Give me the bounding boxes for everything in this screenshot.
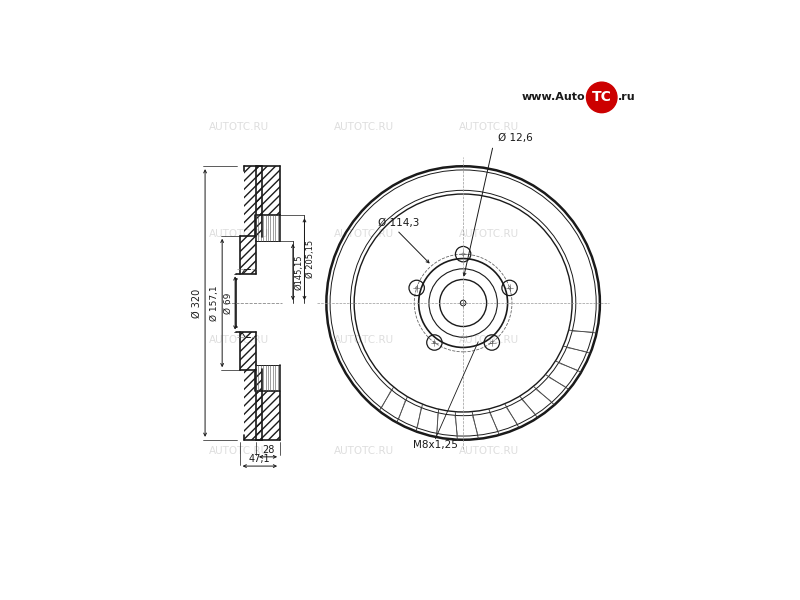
Text: www.Auto: www.Auto (522, 92, 586, 103)
Text: AUTOTC.RU: AUTOTC.RU (209, 229, 269, 239)
Text: AUTOTC.RU: AUTOTC.RU (458, 335, 518, 345)
Text: AUTOTC.RU: AUTOTC.RU (458, 229, 518, 239)
Text: Ø 205,15: Ø 205,15 (306, 240, 315, 278)
Text: AUTOTC.RU: AUTOTC.RU (334, 446, 394, 456)
Bar (244, 166, 262, 237)
Bar (256, 166, 280, 215)
Text: Ø 12,6: Ø 12,6 (498, 133, 533, 143)
Text: Ø 114,3: Ø 114,3 (378, 218, 420, 228)
Circle shape (586, 82, 617, 113)
Text: AUTOTC.RU: AUTOTC.RU (334, 122, 394, 133)
Bar (240, 236, 256, 274)
Text: Ø145,15: Ø145,15 (294, 254, 303, 290)
Text: AUTOTC.RU: AUTOTC.RU (334, 335, 394, 345)
Bar (244, 369, 262, 440)
Text: AUTOTC.RU: AUTOTC.RU (209, 335, 269, 345)
Bar (240, 332, 256, 370)
Text: AUTOTC.RU: AUTOTC.RU (209, 446, 269, 456)
Text: .ru: .ru (618, 92, 635, 103)
Text: TC: TC (592, 91, 612, 104)
Text: 47,1: 47,1 (249, 454, 270, 464)
Text: 28: 28 (262, 445, 274, 455)
Bar (256, 391, 280, 440)
Text: Ø 320: Ø 320 (191, 289, 202, 317)
Text: AUTOTC.RU: AUTOTC.RU (458, 122, 518, 133)
Text: M8x1,25: M8x1,25 (413, 440, 458, 449)
Text: AUTOTC.RU: AUTOTC.RU (334, 229, 394, 239)
Text: AUTOTC.RU: AUTOTC.RU (458, 446, 518, 456)
Text: Ø 69: Ø 69 (224, 292, 233, 314)
Text: AUTOTC.RU: AUTOTC.RU (209, 122, 269, 133)
Text: Ø 157,1: Ø 157,1 (210, 285, 219, 321)
